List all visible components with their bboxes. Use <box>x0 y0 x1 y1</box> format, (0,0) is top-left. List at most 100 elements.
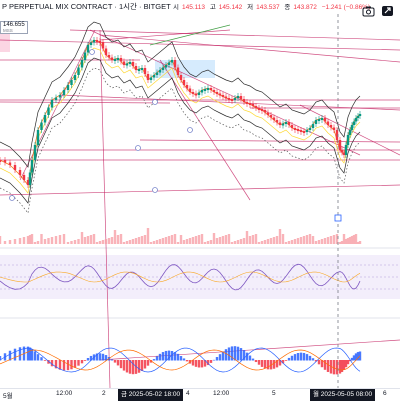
candle-body <box>36 130 40 145</box>
macd-histogram-bar <box>86 357 90 361</box>
symbol-title[interactable]: P PERPETUAL MIX CONTRACT · 1시간 · BITGET <box>2 2 171 11</box>
volume-bar <box>212 233 216 244</box>
volume-bar <box>101 240 105 244</box>
macd-histogram-bar <box>221 351 225 361</box>
candle-body <box>73 75 77 80</box>
macd-histogram-bar <box>62 360 66 371</box>
candle-body <box>323 118 327 122</box>
candle-body <box>185 85 189 89</box>
macd-histogram-bar <box>335 360 339 375</box>
candles-group <box>0 37 362 188</box>
macd-histogram-bar <box>113 360 117 363</box>
ohlc-high-label: 고 <box>209 4 216 11</box>
candle-body <box>296 129 300 131</box>
candle-body <box>146 74 150 80</box>
candle-body <box>335 130 339 140</box>
macd-histogram-bar <box>137 360 141 373</box>
volume-bar <box>332 235 336 244</box>
volume-bar <box>194 236 198 244</box>
volume-bar <box>95 242 99 244</box>
macd-histogram-bar <box>212 359 216 361</box>
candle-body <box>203 89 207 91</box>
candle-body <box>66 85 70 90</box>
macd-histogram-bar <box>290 355 294 361</box>
candle-body <box>83 52 87 60</box>
macd-histogram-bar <box>155 356 159 361</box>
volume-bar <box>308 234 312 244</box>
macd-histogram-bar <box>296 353 300 361</box>
volume-bar <box>342 234 346 244</box>
volume-bar <box>266 239 270 244</box>
candle-body <box>89 42 93 45</box>
macd-histogram-bar <box>119 360 123 369</box>
volume-bar <box>248 236 252 244</box>
volume-bar <box>28 235 32 244</box>
candle-body <box>0 160 2 162</box>
candle-body <box>70 80 73 85</box>
band-lower <box>0 57 361 204</box>
candle-body <box>242 99 246 102</box>
candle-body <box>305 130 309 132</box>
volume-bar <box>104 239 108 244</box>
macd-histogram-bar <box>13 348 17 361</box>
macd-histogram-bar <box>26 346 30 361</box>
candle-body <box>40 122 43 130</box>
macd-histogram-bar <box>272 360 276 369</box>
candle-body <box>188 88 192 92</box>
price-badge-value: 146.655 <box>3 22 25 28</box>
volume-bar <box>203 242 207 244</box>
band-upper <box>0 21 361 168</box>
candle-body <box>320 118 324 120</box>
candle-body <box>128 62 132 64</box>
volume-bar <box>176 242 180 244</box>
macd-histogram-bar <box>149 360 153 363</box>
volume-bar <box>239 239 243 244</box>
volume-bar <box>293 239 297 244</box>
macd-histogram-bar <box>348 360 352 362</box>
macd-histogram-bar <box>110 359 114 361</box>
macd-histogram-bar <box>47 360 50 364</box>
anchor-marker <box>89 49 95 55</box>
volume-bar <box>206 241 210 244</box>
camera-icon[interactable] <box>362 4 375 17</box>
volume-bar <box>116 235 120 244</box>
trendline <box>99 29 231 41</box>
volume-bar <box>281 234 285 244</box>
candle-body <box>275 120 279 123</box>
macd-histogram-bar <box>0 356 2 361</box>
macd-histogram-bar <box>354 353 358 361</box>
volume-bar <box>170 235 174 244</box>
candle-body <box>13 165 17 170</box>
candle-body <box>155 72 159 75</box>
volume-bar <box>179 235 183 244</box>
macd-histogram-bar <box>54 360 58 369</box>
date-axis-label: 5 <box>272 390 276 397</box>
date-axis-cursor-left: 금 2025-05-02 18:00 <box>118 389 184 401</box>
candle-body <box>260 109 264 111</box>
supply-zone-left <box>0 30 10 52</box>
volume-bar <box>346 238 350 244</box>
macd-histogram-bar <box>98 353 102 361</box>
macd-histogram-bar <box>77 360 80 366</box>
volume-bar <box>128 240 132 244</box>
volume-bar <box>209 240 213 244</box>
macd-histogram-bar <box>36 354 40 361</box>
macd-histogram-bar <box>152 359 156 361</box>
fullscreen-icon[interactable] <box>381 4 394 16</box>
trendline <box>19 29 96 181</box>
date-axis[interactable]: 5월 12:00 2 금 2025-05-02 18:00 4 12:00 5 … <box>0 388 400 401</box>
macd-histogram-bar <box>317 360 321 365</box>
trendline <box>59 94 400 111</box>
candle-body <box>293 128 297 130</box>
candle-body <box>170 60 174 63</box>
macd-histogram-bar <box>206 360 210 366</box>
date-axis-label: 4 <box>186 390 190 397</box>
candle-body <box>18 170 22 175</box>
volume-bar <box>140 236 144 244</box>
macd-histogram-bar <box>28 347 32 361</box>
volume-bar <box>70 241 73 244</box>
volume-bar <box>131 239 135 244</box>
ohlc-low: 143.537 <box>256 4 280 11</box>
